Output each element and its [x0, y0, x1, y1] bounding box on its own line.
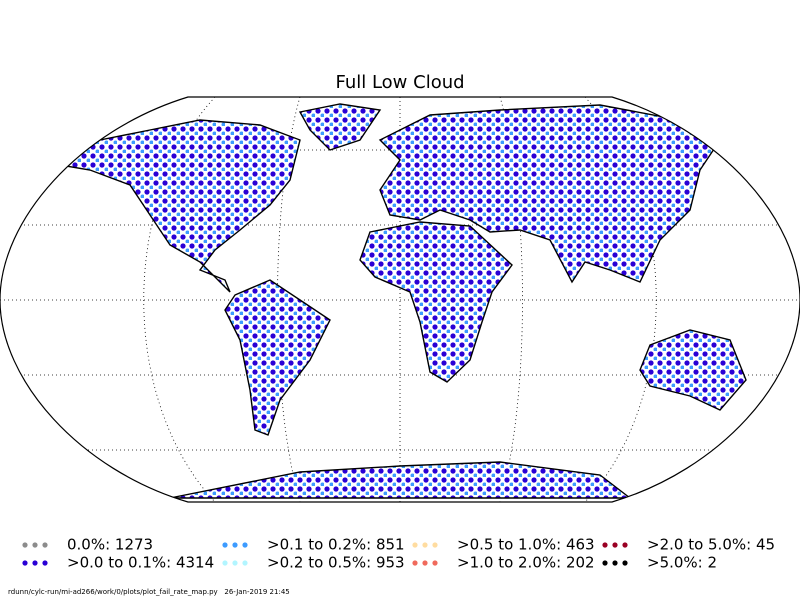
legend-marker	[222, 542, 228, 548]
legend-marker	[242, 560, 248, 566]
legend-marker	[222, 560, 228, 566]
legend-marker	[42, 542, 48, 548]
legend-marker	[42, 560, 48, 566]
legend-marker	[432, 542, 438, 548]
legend-label: >0.5 to 1.0%: 463	[457, 536, 595, 554]
legend-label: >0.2 to 0.5%: 953	[267, 554, 405, 572]
legend-marker	[22, 560, 28, 566]
legend-marker	[232, 542, 238, 548]
legend-marker	[412, 560, 418, 566]
legend-marker	[32, 560, 38, 566]
legend-marker	[422, 542, 428, 548]
legend-marker	[622, 560, 628, 566]
legend-marker	[422, 560, 428, 566]
legend-marker	[232, 560, 238, 566]
legend-label: >1.0 to 2.0%: 202	[457, 554, 595, 572]
legend-marker	[22, 542, 28, 548]
legend-marker	[432, 560, 438, 566]
legend-marker	[602, 542, 608, 548]
legend-marker	[412, 542, 418, 548]
legend-marker	[622, 542, 628, 548]
legend-label: >0.0 to 0.1%: 4314	[67, 554, 214, 572]
legend-marker	[612, 542, 618, 548]
map-outline	[0, 96, 800, 503]
footer: rdunn/cylc-run/mi-ad266/work/0/plots/plo…	[8, 588, 290, 596]
map-body	[0, 97, 800, 502]
legend-label: >5.0%: 2	[647, 554, 717, 572]
legend-label: 0.0%: 1273	[67, 536, 153, 554]
legend: 0.0%: 1273>0.0 to 0.1%: 4314 >0.1 to 0.2%…	[22, 536, 775, 572]
legend-marker	[602, 560, 608, 566]
legend-marker	[612, 560, 618, 566]
map-title: Full Low Cloud	[335, 72, 464, 93]
legend-label: >0.1 to 0.2%: 851	[267, 536, 405, 554]
legend-label: >2.0 to 5.0%: 45	[647, 536, 775, 554]
legend-marker	[242, 542, 248, 548]
legend-marker	[32, 542, 38, 548]
